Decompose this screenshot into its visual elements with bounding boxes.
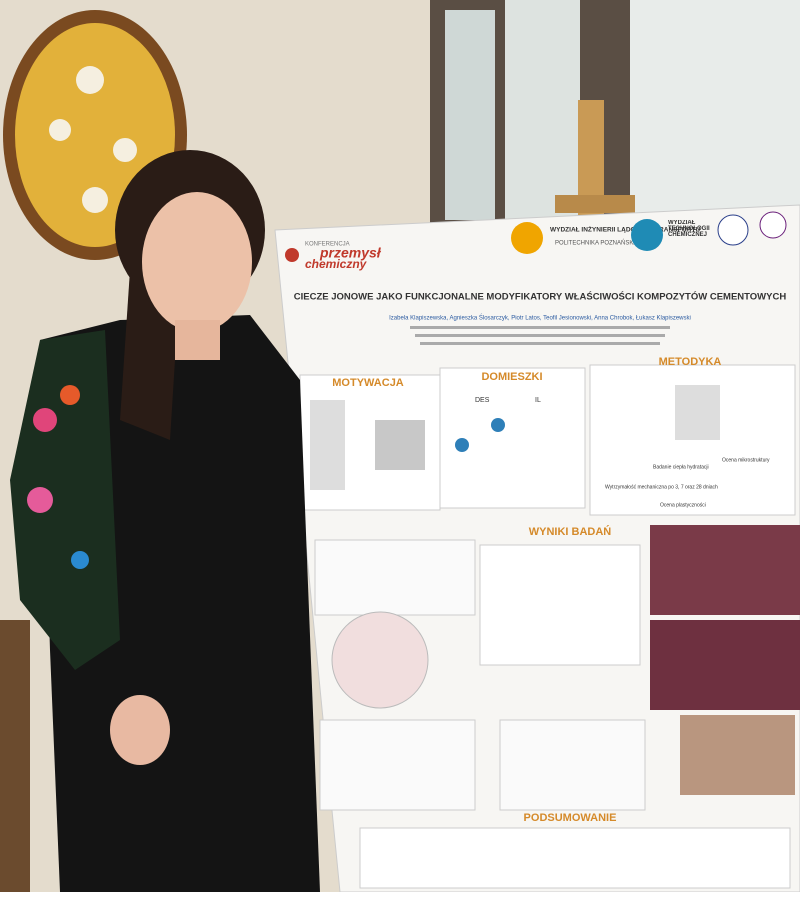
hand — [110, 695, 170, 765]
painting-flowers — [49, 66, 137, 213]
poster-authors: Izabela Klapiszewska, Agnieszka Ślosarcz… — [389, 314, 691, 322]
flower-print — [33, 408, 57, 432]
table — [314, 539, 476, 616]
window-pane — [505, 0, 580, 220]
pie-illustration — [331, 611, 429, 709]
window-pane — [445, 10, 495, 220]
logo-small: KONFERENCJA — [305, 242, 350, 248]
text-line — [410, 326, 670, 329]
university-seal — [717, 214, 749, 246]
neck — [175, 320, 220, 360]
micrographs — [650, 620, 800, 710]
faculty-name: WYDZIAŁ INŻYNIERII LĄDOWEJ I TRANSPORTU — [550, 226, 701, 234]
illustration — [375, 420, 425, 470]
faculty-name: WYDZIAŁ TECHNOLOGII CHEMICZNEJ — [668, 220, 710, 238]
window-pane — [630, 0, 800, 215]
affiliations — [410, 326, 670, 345]
flower — [76, 66, 104, 94]
section-title: METODYKA — [659, 356, 722, 368]
method: Ocena mikrostruktury — [722, 457, 770, 463]
section-title: MOTYWACJA — [332, 377, 404, 389]
table — [499, 719, 646, 811]
easel-bar — [555, 195, 635, 213]
micrographs — [650, 525, 800, 615]
summary-box — [359, 827, 791, 889]
admixture-label: DES — [475, 397, 490, 404]
method: Badanie ciepła hydratacji — [653, 464, 709, 470]
faculty-box: WYDZIAŁ TECHNOLOGII CHEMICZNEJ — [668, 220, 710, 238]
sample-photos — [680, 715, 795, 795]
flower — [113, 138, 137, 162]
chart-panel — [479, 544, 641, 666]
logo-text: chemiczny — [305, 257, 368, 271]
flower-print — [27, 487, 53, 513]
panel — [439, 367, 586, 509]
molecule — [491, 418, 505, 432]
poster-title: CIECZE JONOWE JAKO FUNKCJONALNE MODYFIKA… — [294, 291, 787, 303]
illustration — [675, 385, 720, 440]
university-seal — [759, 211, 787, 239]
section-title: DOMIESZKI — [481, 371, 542, 383]
illustration — [310, 400, 345, 490]
molecule — [455, 438, 469, 452]
flower — [49, 119, 71, 141]
faculty-logo — [631, 219, 663, 251]
logo-text: przemysł — [319, 245, 382, 261]
flower — [82, 187, 108, 213]
flower-print — [60, 385, 80, 405]
section-title: PODSUMOWANIE — [524, 812, 617, 824]
admixture-label: IL — [535, 397, 541, 404]
flower-print — [71, 551, 89, 569]
text-line — [415, 334, 665, 337]
faculty-logo — [511, 222, 543, 254]
text-line — [420, 342, 660, 345]
section-title: WYNIKI BADAŃ — [529, 525, 612, 538]
logo-icon — [285, 248, 299, 262]
face — [142, 192, 252, 332]
method: Wytrzymałość mechaniczna po 3, 7 oraz 28… — [605, 484, 718, 490]
university-name: POLITECHNIKA POZNAŃSKA — [555, 240, 637, 247]
table — [319, 719, 476, 811]
method: Ocena plastyczności — [660, 502, 706, 508]
chair — [0, 620, 30, 892]
